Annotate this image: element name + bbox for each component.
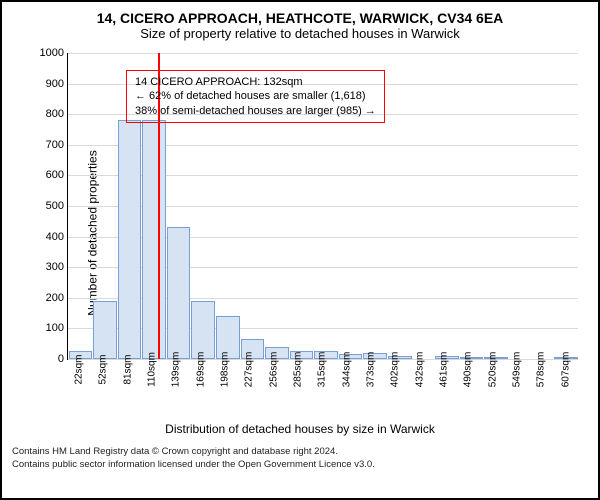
histogram-bar bbox=[191, 301, 215, 359]
attribution-footer: Contains HM Land Registry data © Crown c… bbox=[12, 446, 588, 472]
x-tick-label: 81sqm bbox=[122, 354, 133, 384]
x-tick-label: 520sqm bbox=[487, 352, 498, 388]
x-axis-label: Distribution of detached houses by size … bbox=[12, 422, 588, 436]
chart-title-address: 14, CICERO APPROACH, HEATHCOTE, WARWICK,… bbox=[12, 10, 588, 26]
x-tick-label: 432sqm bbox=[414, 352, 425, 388]
y-tick-label: 100 bbox=[46, 322, 68, 334]
x-tick-label: 139sqm bbox=[171, 352, 182, 388]
x-tick-label: 490sqm bbox=[463, 352, 474, 388]
x-tick-label: 373sqm bbox=[366, 352, 377, 388]
y-tick-label: 500 bbox=[46, 200, 68, 212]
y-tick-label: 200 bbox=[46, 292, 68, 304]
y-tick-label: 300 bbox=[46, 261, 68, 273]
x-tick-label: 52sqm bbox=[98, 354, 109, 384]
x-axis-ticks: 22sqm52sqm81sqm110sqm139sqm169sqm198sqm2… bbox=[67, 360, 578, 420]
x-tick-label: 578sqm bbox=[536, 352, 547, 388]
x-tick-label: 607sqm bbox=[560, 352, 571, 388]
x-tick-label: 22sqm bbox=[74, 354, 85, 384]
y-tick-label: 800 bbox=[46, 108, 68, 120]
plot-area: 01002003004005006007008009001000 14 CICE… bbox=[67, 53, 578, 360]
x-tick-label: 198sqm bbox=[220, 352, 231, 388]
x-tick-label: 344sqm bbox=[341, 352, 352, 388]
chart-area: Number of detached properties 0100200300… bbox=[12, 45, 588, 420]
chart-container: 14, CICERO APPROACH, HEATHCOTE, WARWICK,… bbox=[0, 0, 600, 500]
annotation-line: 38% of semi-detached houses are larger (… bbox=[135, 104, 376, 118]
footer-line-1: Contains HM Land Registry data © Crown c… bbox=[12, 446, 588, 459]
x-tick-label: 256sqm bbox=[268, 352, 279, 388]
x-tick-label: 285sqm bbox=[293, 352, 304, 388]
annotation-line: 14 CICERO APPROACH: 132sqm bbox=[135, 75, 376, 89]
annotation-box: 14 CICERO APPROACH: 132sqm← 62% of detac… bbox=[126, 70, 385, 123]
y-tick-label: 600 bbox=[46, 169, 68, 181]
chart-title-subtitle: Size of property relative to detached ho… bbox=[12, 26, 588, 41]
histogram-bar bbox=[142, 120, 166, 359]
y-tick-label: 1000 bbox=[40, 47, 68, 59]
histogram-bar bbox=[118, 120, 142, 359]
x-tick-label: 402sqm bbox=[390, 352, 401, 388]
histogram-bar bbox=[93, 301, 117, 359]
x-tick-label: 227sqm bbox=[244, 352, 255, 388]
x-tick-label: 110sqm bbox=[147, 352, 158, 387]
y-tick-label: 400 bbox=[46, 231, 68, 243]
x-tick-label: 169sqm bbox=[195, 352, 206, 388]
x-tick-label: 461sqm bbox=[439, 352, 450, 388]
y-tick-label: 900 bbox=[46, 78, 68, 90]
y-tick-label: 700 bbox=[46, 139, 68, 151]
histogram-bar bbox=[167, 227, 191, 359]
footer-line-2: Contains public sector information licen… bbox=[12, 459, 588, 472]
x-tick-label: 315sqm bbox=[317, 352, 328, 388]
annotation-line: ← 62% of detached houses are smaller (1,… bbox=[135, 89, 376, 103]
x-tick-label: 549sqm bbox=[512, 352, 523, 388]
